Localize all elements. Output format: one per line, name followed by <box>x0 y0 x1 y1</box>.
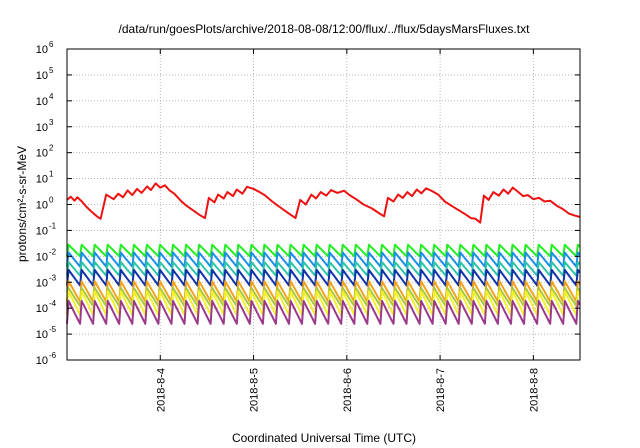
y-tick-exponent: -6 <box>49 351 57 360</box>
y-tick-exponent: 1 <box>49 170 54 179</box>
y-tick-label: 10 <box>36 329 48 341</box>
series-line <box>66 287 581 308</box>
x-axis: 2018-8-4 2018-8-5 2018-8-6 2018-8-7 2018-8-8 <box>155 49 540 412</box>
y-tick-label: 10 <box>36 225 48 237</box>
series-line <box>66 261 581 277</box>
series-line <box>66 251 581 268</box>
y-tick-exponent: -5 <box>49 325 57 334</box>
y-tick-exponent: 0 <box>49 196 54 205</box>
y-tick-label: 10 <box>36 148 48 160</box>
series-line <box>66 290 581 316</box>
x-tick-label: 2018-8-6 <box>342 368 354 412</box>
series-layer <box>66 182 581 325</box>
x-tick-label: 2018-8-4 <box>155 368 167 412</box>
y-tick-label: 10 <box>36 96 48 108</box>
x-tick-label: 2018-8-7 <box>435 368 447 412</box>
y-tick-label: 10 <box>36 277 48 289</box>
y-tick-exponent: -4 <box>49 299 57 308</box>
y-tick-exponent: 6 <box>49 40 54 49</box>
series-line <box>66 243 581 258</box>
y-tick-exponent: -2 <box>49 247 57 256</box>
y-tick-label: 10 <box>36 174 48 186</box>
y-tick-exponent: -3 <box>49 273 57 282</box>
x-tick-label: 2018-8-8 <box>528 368 540 412</box>
series-line <box>66 299 581 325</box>
y-axis-label: protons/cm²-s-sr-MeV <box>15 146 29 262</box>
y-tick-label: 10 <box>36 200 48 212</box>
y-tick-exponent: -1 <box>49 221 57 230</box>
y-tick-exponent: 3 <box>49 118 54 127</box>
series-line <box>66 268 581 287</box>
x-axis-label: Coordinated Universal Time (UTC) <box>232 431 416 445</box>
series-line <box>66 280 581 303</box>
y-tick-exponent: 4 <box>49 92 54 101</box>
grid-lines <box>67 49 580 360</box>
y-tick-label: 10 <box>36 303 48 315</box>
chart-title: /data/run/goesPlots/archive/2018-08-08/1… <box>119 22 531 36</box>
y-tick-label: 10 <box>36 122 48 134</box>
y-tick-label: 10 <box>36 355 48 367</box>
y-tick-exponent: 2 <box>49 144 54 153</box>
x-tick-label: 2018-8-5 <box>249 368 261 412</box>
y-tick-label: 10 <box>36 70 48 82</box>
y-tick-exponent: 5 <box>49 66 54 75</box>
series-line <box>66 182 581 224</box>
y-tick-label: 10 <box>36 44 48 56</box>
y-tick-label: 10 <box>36 251 48 263</box>
